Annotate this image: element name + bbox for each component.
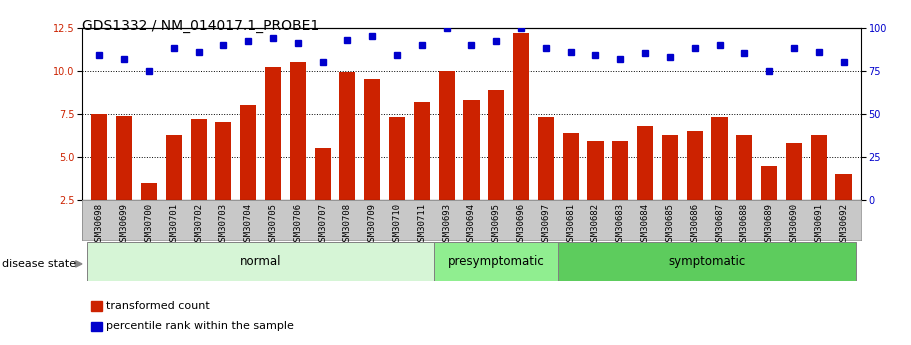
Text: GSM30706: GSM30706 — [293, 203, 302, 246]
Text: GSM30702: GSM30702 — [194, 203, 203, 246]
Bar — [166, 135, 182, 200]
Text: GSM30687: GSM30687 — [715, 203, 724, 246]
Text: symptomatic: symptomatic — [669, 255, 746, 268]
Text: GSM30684: GSM30684 — [640, 203, 650, 246]
Bar — [786, 143, 802, 200]
Text: GSM30708: GSM30708 — [343, 203, 352, 246]
Text: GSM30682: GSM30682 — [591, 203, 600, 246]
Bar — [190, 119, 207, 200]
Bar — [389, 117, 405, 200]
Text: GSM30696: GSM30696 — [517, 203, 526, 246]
Bar — [687, 131, 702, 200]
Text: GSM30693: GSM30693 — [442, 203, 451, 246]
Bar — [141, 183, 157, 200]
Text: GSM30707: GSM30707 — [318, 203, 327, 246]
Text: GSM30681: GSM30681 — [566, 203, 575, 246]
Text: GSM30695: GSM30695 — [492, 203, 501, 246]
Bar — [87, 241, 435, 281]
Text: GSM30705: GSM30705 — [269, 203, 278, 246]
Text: GSM30686: GSM30686 — [691, 203, 700, 246]
Text: GSM30694: GSM30694 — [467, 203, 476, 246]
Bar — [537, 117, 554, 200]
Bar — [563, 133, 578, 200]
Bar — [340, 72, 355, 200]
Text: GSM30703: GSM30703 — [219, 203, 228, 246]
Bar — [488, 90, 505, 200]
Text: GSM30691: GSM30691 — [814, 203, 824, 246]
Text: GSM30704: GSM30704 — [243, 203, 252, 246]
Bar — [711, 117, 728, 200]
Bar — [588, 141, 603, 200]
Bar — [513, 33, 529, 200]
Bar — [290, 62, 306, 200]
Bar — [736, 135, 752, 200]
Text: GSM30709: GSM30709 — [368, 203, 377, 246]
Bar — [835, 174, 852, 200]
Text: GSM30697: GSM30697 — [541, 203, 550, 246]
Text: GSM30692: GSM30692 — [839, 203, 848, 246]
Bar — [265, 67, 281, 200]
Text: percentile rank within the sample: percentile rank within the sample — [106, 322, 293, 331]
Bar — [811, 135, 827, 200]
Text: GSM30685: GSM30685 — [665, 203, 674, 246]
Text: GSM30699: GSM30699 — [119, 203, 128, 246]
Bar — [435, 241, 558, 281]
Text: GSM30690: GSM30690 — [790, 203, 798, 246]
Bar — [612, 141, 629, 200]
Text: normal: normal — [240, 255, 281, 268]
Bar — [637, 126, 653, 200]
Bar — [558, 241, 856, 281]
Bar — [91, 114, 107, 200]
Text: GDS1332 / NM_014017.1_PROBE1: GDS1332 / NM_014017.1_PROBE1 — [82, 19, 319, 33]
Text: GSM30698: GSM30698 — [95, 203, 104, 246]
Text: disease state: disease state — [2, 259, 76, 269]
Bar — [215, 122, 231, 200]
Text: GSM30683: GSM30683 — [616, 203, 625, 246]
Text: GSM30711: GSM30711 — [417, 203, 426, 246]
Bar — [761, 166, 777, 200]
Text: transformed count: transformed count — [106, 301, 210, 310]
Bar — [464, 100, 479, 200]
Bar — [661, 135, 678, 200]
Bar — [438, 71, 455, 200]
Bar — [241, 105, 256, 200]
Bar — [116, 116, 132, 200]
Bar — [414, 102, 430, 200]
Bar — [364, 79, 380, 200]
Bar — [314, 148, 331, 200]
Text: GSM30689: GSM30689 — [764, 203, 773, 246]
Text: presymptomatic: presymptomatic — [448, 255, 545, 268]
Text: GSM30688: GSM30688 — [740, 203, 749, 246]
Text: GSM30710: GSM30710 — [393, 203, 402, 246]
Text: GSM30701: GSM30701 — [169, 203, 179, 246]
Text: GSM30700: GSM30700 — [145, 203, 153, 246]
